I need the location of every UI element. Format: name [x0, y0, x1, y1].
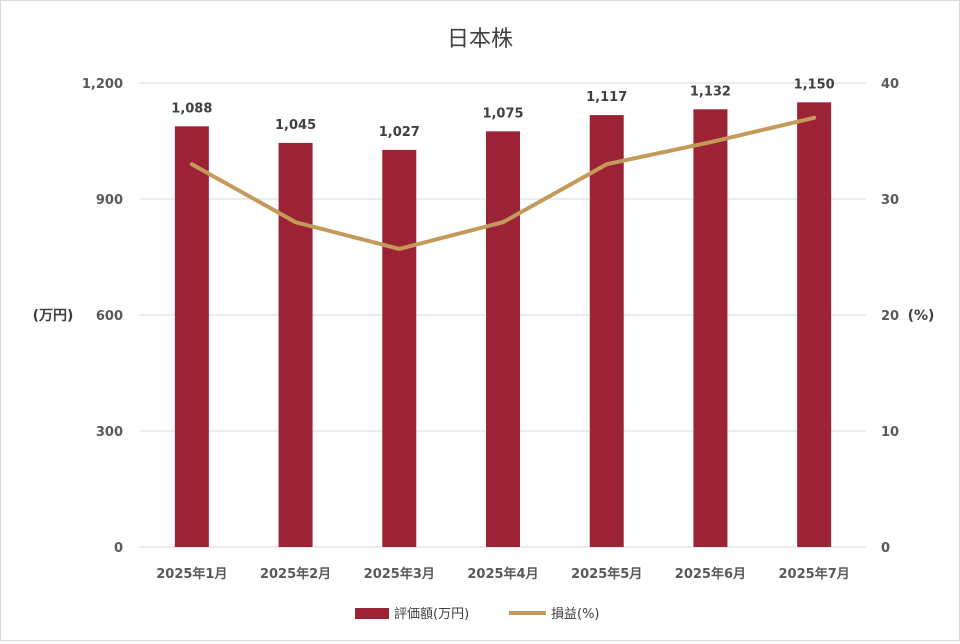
x-tick-label: 2025年1月 — [156, 566, 227, 582]
right-tick-label: 40 — [881, 77, 899, 92]
bar-data-label: 1,088 — [171, 101, 212, 116]
left-tick-label: 600 — [96, 309, 123, 324]
bar — [693, 109, 727, 547]
bar-data-label: 1,027 — [379, 125, 420, 140]
right-axis-title: (%) — [908, 308, 935, 324]
bar-data-label: 1,045 — [275, 118, 316, 133]
x-tick-label: 2025年3月 — [364, 566, 435, 582]
right-tick-label: 30 — [881, 193, 899, 208]
left-tick-label: 300 — [96, 425, 123, 440]
legend-line-label: 損益(%) — [551, 607, 600, 622]
chart-title: 日本株 — [447, 27, 513, 52]
legend-bar-label: 評価額(万円) — [394, 607, 469, 622]
bar-data-label: 1,150 — [794, 77, 835, 92]
right-tick-label: 0 — [881, 541, 890, 556]
right-tick-label: 20 — [881, 309, 899, 324]
x-tick-label: 2025年4月 — [467, 566, 538, 582]
x-tick-label: 2025年5月 — [571, 566, 642, 582]
left-axis-ticks: 0 300 600 900 1,200 — [82, 77, 123, 556]
right-tick-label: 10 — [881, 425, 899, 440]
left-tick-label: 900 — [96, 193, 123, 208]
bar-data-label: 1,132 — [690, 84, 731, 99]
x-axis-ticks: 2025年1月 2025年2月 2025年3月 2025年4月 2025年5月 2025年… — [156, 566, 850, 582]
bar-data-label: 1,117 — [586, 90, 627, 105]
bar — [279, 143, 313, 547]
data-labels: 1,088 1,045 1,027 1,075 1,117 1,132 1,150 — [171, 77, 834, 140]
bar — [486, 131, 520, 547]
bar-series — [175, 102, 831, 547]
right-axis-ticks: 0 10 20 30 40 — [881, 77, 899, 556]
bar — [590, 115, 624, 547]
bar-data-label: 1,075 — [482, 106, 523, 121]
legend: 評価額(万円) 損益(%) — [355, 607, 600, 622]
x-tick-label: 2025年2月 — [260, 566, 331, 582]
x-tick-label: 2025年6月 — [675, 566, 746, 582]
left-tick-label: 0 — [114, 541, 123, 556]
left-tick-label: 1,200 — [82, 77, 123, 92]
bar — [797, 102, 831, 547]
bar — [382, 150, 416, 547]
legend-bar-swatch — [355, 608, 389, 619]
x-tick-label: 2025年7月 — [779, 566, 850, 582]
bar — [175, 126, 209, 547]
left-axis-title: (万円) — [33, 308, 74, 324]
